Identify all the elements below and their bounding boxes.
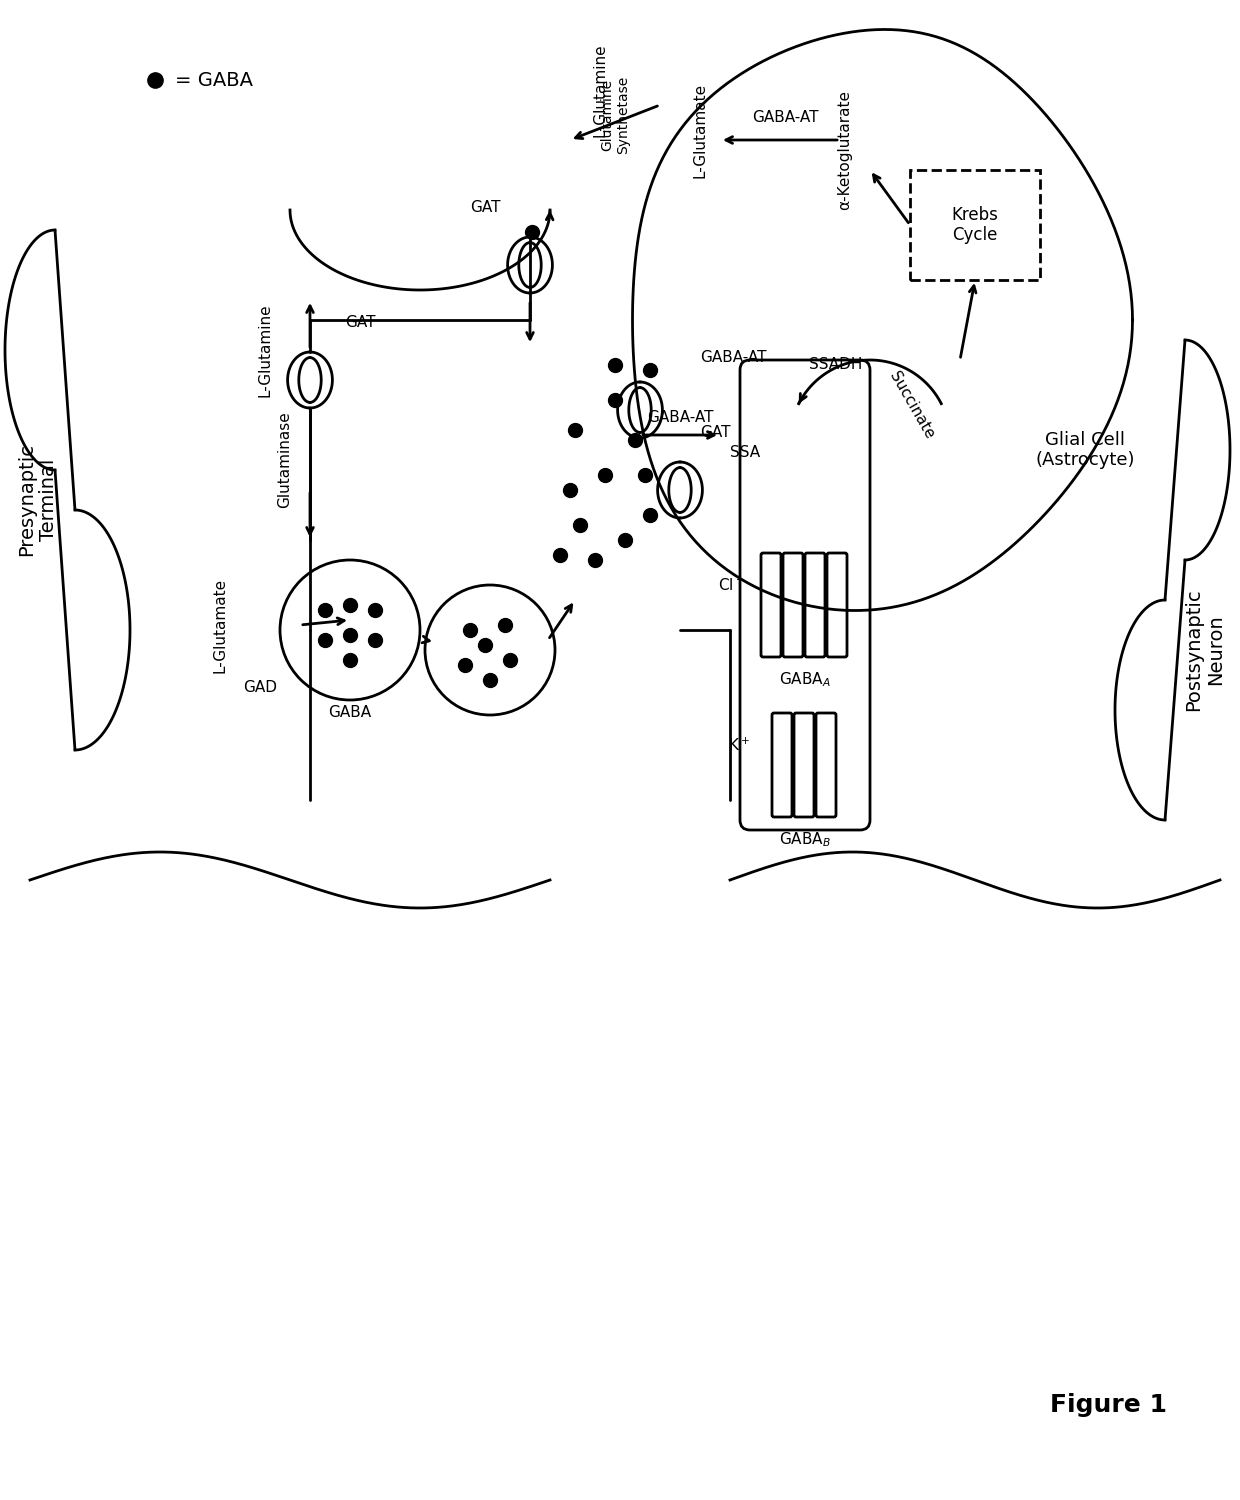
Text: SSA: SSA bbox=[730, 446, 760, 460]
Text: GABA-AT: GABA-AT bbox=[751, 110, 818, 125]
Text: Glial Cell
(Astrocyte): Glial Cell (Astrocyte) bbox=[1035, 430, 1135, 470]
Text: Postsynaptic
Neuron: Postsynaptic Neuron bbox=[1184, 588, 1225, 711]
Text: Cl$^-$: Cl$^-$ bbox=[718, 578, 745, 592]
Text: Krebs
Cycle: Krebs Cycle bbox=[951, 206, 998, 245]
Bar bbox=[910, 170, 1040, 280]
Text: = GABA: = GABA bbox=[175, 70, 253, 90]
Text: GAT: GAT bbox=[701, 424, 730, 439]
Text: GABA: GABA bbox=[329, 705, 372, 720]
Text: Glutamine
Synthetase: Glutamine Synthetase bbox=[600, 76, 630, 154]
Text: L-Glutamine: L-Glutamine bbox=[258, 303, 273, 398]
Text: GABA$_B$: GABA$_B$ bbox=[779, 830, 831, 849]
Text: Glutaminase: Glutaminase bbox=[278, 411, 293, 509]
Text: L-Glutamate: L-Glutamate bbox=[212, 578, 227, 672]
Text: GAD: GAD bbox=[243, 680, 277, 694]
Text: L-Glutamine: L-Glutamine bbox=[593, 44, 608, 136]
Text: Figure 1: Figure 1 bbox=[1050, 1394, 1167, 1417]
Text: GAT: GAT bbox=[345, 315, 376, 330]
Text: Presynaptic
Terminal: Presynaptic Terminal bbox=[17, 444, 58, 556]
Text: GABA$_A$: GABA$_A$ bbox=[779, 670, 831, 688]
Text: Succinate: Succinate bbox=[887, 369, 937, 441]
Text: L-Glutamate: L-Glutamate bbox=[692, 82, 708, 177]
Text: SSADH: SSADH bbox=[810, 357, 863, 372]
Text: GABA-AT: GABA-AT bbox=[647, 410, 713, 424]
Text: K$^+$: K$^+$ bbox=[728, 736, 750, 753]
Text: GAT: GAT bbox=[470, 200, 501, 214]
Text: GABA-AT: GABA-AT bbox=[701, 350, 766, 364]
Text: α-Ketoglutarate: α-Ketoglutarate bbox=[837, 90, 853, 210]
